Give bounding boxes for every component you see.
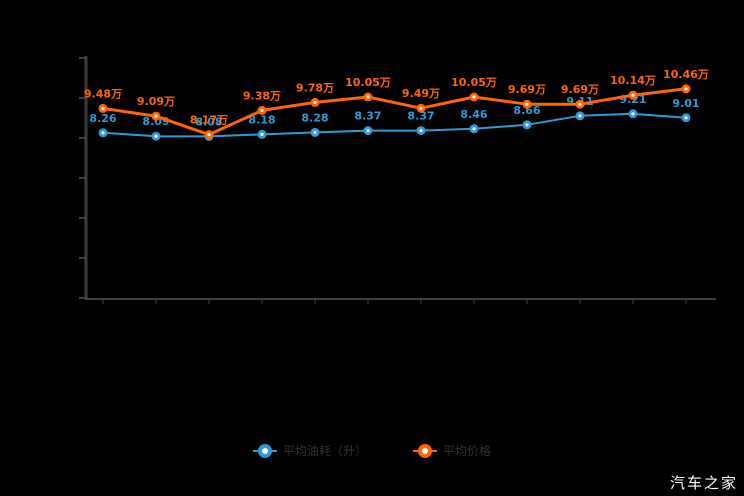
data-point-label: 8.37 [407, 110, 434, 123]
data-point-label: 8.66 [513, 104, 540, 117]
data-point-center [101, 131, 105, 135]
data-point-center [578, 114, 582, 118]
series-line-0 [102, 112, 687, 138]
data-point-center [207, 133, 211, 137]
data-point-center [684, 87, 688, 91]
data-point-label: 8.17万 [190, 114, 228, 127]
data-point-label: 8.37 [354, 110, 381, 123]
data-point-center [631, 93, 635, 97]
data-point-center [684, 116, 688, 120]
data-point-label: 8.08 [195, 115, 222, 128]
data-point-label: 8.18 [248, 113, 275, 126]
data-point-label: 9.38万 [243, 89, 281, 102]
data-point-label: 10.05万 [345, 76, 391, 89]
data-point-center [260, 132, 264, 136]
data-point-center [578, 102, 582, 106]
data-point-label: 10.46万 [663, 68, 709, 81]
orange-line-marker-icon [413, 444, 437, 458]
data-point-label: 9.49万 [402, 87, 440, 100]
data-point-label: 9.48万 [84, 87, 122, 100]
data-point-center [472, 95, 476, 99]
legend-label-price: 平均价格 [443, 444, 492, 458]
data-point-center [101, 106, 105, 110]
data-point-center [631, 112, 635, 116]
data-point-center [525, 102, 529, 106]
data-point-label: 9.69万 [561, 83, 599, 96]
data-point-label: 8.28 [301, 111, 328, 124]
data-point-center [366, 129, 370, 133]
series-line-1 [101, 87, 688, 137]
data-point-center [419, 106, 423, 110]
data-point-center [154, 114, 158, 118]
legend-item-fuel[interactable]: 平均油耗（升） [252, 444, 367, 458]
data-point-label: 9.69万 [508, 83, 546, 96]
data-point-center [313, 130, 317, 134]
data-point-center [525, 123, 529, 127]
data-point-label: 9.78万 [296, 81, 334, 94]
autohome-watermark: 汽车之家 [669, 474, 738, 492]
data-point-label: 8.46 [460, 108, 487, 121]
data-point-center [260, 108, 264, 112]
data-point-label: 9.09万 [137, 95, 175, 108]
data-point-center [419, 129, 423, 133]
data-point-center [366, 95, 370, 99]
data-point-label: 8.26 [89, 112, 116, 125]
data-point-center [154, 134, 158, 138]
chart-legend: 平均油耗（升） 平均价格 [0, 444, 744, 458]
legend-item-price[interactable]: 平均价格 [413, 444, 491, 458]
data-point-label: 10.14万 [610, 74, 656, 87]
data-point-label: 9.01 [672, 97, 699, 110]
blue-line-marker-icon [252, 444, 277, 458]
data-point-label: 10.05万 [451, 76, 497, 89]
legend-label-fuel: 平均油耗（升） [282, 444, 367, 458]
data-point-center [313, 100, 317, 104]
data-point-center [472, 127, 476, 131]
